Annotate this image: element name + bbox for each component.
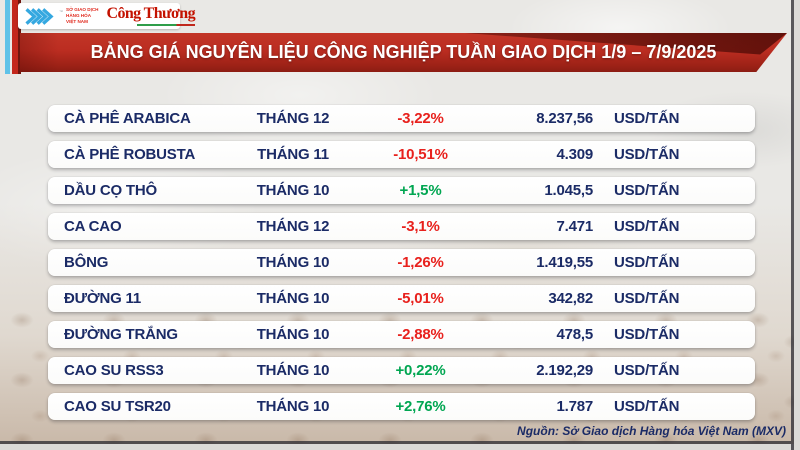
price-unit: USD/TẤN (614, 290, 680, 307)
table-row: CÀ PHÊ ROBUSTA THÁNG 11 -10,51% 4.309 US… (48, 141, 755, 168)
price-value: 1.787 (556, 398, 593, 415)
congthuong-tagline-bar (137, 23, 196, 26)
contract-month: THÁNG 10 (256, 290, 330, 307)
contract-month: THÁNG 10 (256, 254, 330, 271)
commodity-name: DẦU CỌ THÔ (64, 182, 157, 199)
commodity-name: CAO SU TSR20 (64, 398, 171, 415)
photo-edge-right-margin (794, 0, 800, 450)
price-unit: USD/TẤN (614, 146, 680, 163)
weekly-change: +1,5% (399, 182, 442, 199)
price-table: CÀ PHÊ ARABICA THÁNG 12 -3,22% 8.237,56 … (48, 105, 755, 429)
photo-edge-bottom-margin (0, 444, 794, 450)
commodity-name: CA CAO (64, 218, 122, 235)
weekly-change: +2,76% (395, 398, 446, 415)
title-banner: BẢNG GIÁ NGUYÊN LIỆU CÔNG NGHIỆP TUẦN GI… (20, 33, 787, 72)
mxv-org-name: SỞ GIAO DỊCH HÀNG HÓA VIỆT NAM (66, 7, 99, 24)
table-row: CA CAO THÁNG 12 -3,1% 7.471 USD/TẤN (48, 213, 755, 240)
weekly-change: -2,88% (397, 326, 444, 343)
photo-frame-right-line (791, 0, 794, 450)
page-title: BẢNG GIÁ NGUYÊN LIỆU CÔNG NGHIỆP TUẦN GI… (90, 41, 717, 62)
contract-month: THÁNG 10 (256, 398, 330, 415)
weekly-change: -1,26% (397, 254, 444, 271)
mxv-chevrons-icon (25, 7, 54, 25)
table-row: CAO SU TSR20 THÁNG 10 +2,76% 1.787 USD/T… (48, 393, 755, 420)
mxv-logo: ™ SỞ GIAO DỊCH HÀNG HÓA VIỆT NAM (24, 7, 99, 26)
logo-bar: ™ SỞ GIAO DỊCH HÀNG HÓA VIỆT NAM Công Th… (18, 3, 196, 29)
commodity-name: ĐƯỜNG TRẮNG (64, 326, 178, 343)
table-row: BÔNG THÁNG 10 -1,26% 1.419,55 USD/TẤN (48, 249, 755, 276)
contract-month: THÁNG 12 (256, 110, 330, 127)
price-value: 4.309 (556, 146, 593, 163)
price-unit: USD/TẤN (614, 254, 680, 271)
table-row: CAO SU RSS3 THÁNG 10 +0,22% 2.192,29 USD… (48, 357, 755, 384)
price-unit: USD/TẤN (614, 326, 680, 343)
table-row: CÀ PHÊ ARABICA THÁNG 12 -3,22% 8.237,56 … (48, 105, 755, 132)
price-value: 342,82 (548, 290, 593, 307)
weekly-change: -5,01% (397, 290, 444, 307)
commodity-name: ĐƯỜNG 11 (64, 290, 141, 307)
congthuong-logo: Công Thương (107, 6, 196, 26)
table-row: DẦU CỌ THÔ THÁNG 10 +1,5% 1.045,5 USD/TẤ… (48, 177, 755, 204)
price-value: 8.237,56 (536, 110, 593, 127)
source-note: Nguồn: Sở Giao dịch Hàng hóa Việt Nam (M… (517, 424, 786, 438)
contract-month: THÁNG 12 (256, 218, 330, 235)
contract-month: THÁNG 10 (256, 182, 330, 199)
weekly-change: -3,1% (401, 218, 440, 235)
accent-stripe-cyan (5, 0, 10, 74)
commodity-name: CÀ PHÊ ROBUSTA (64, 146, 196, 163)
weekly-change: +0,22% (395, 362, 446, 379)
price-value: 7.471 (556, 218, 593, 235)
price-unit: USD/TẤN (614, 110, 680, 127)
contract-month: THÁNG 11 (257, 146, 329, 163)
commodity-name: CÀ PHÊ ARABICA (64, 110, 191, 127)
contract-month: THÁNG 10 (256, 362, 330, 379)
table-row: ĐƯỜNG 11 THÁNG 10 -5,01% 342,82 USD/TẤN (48, 285, 755, 312)
commodity-name: BÔNG (64, 254, 109, 271)
trademark-symbol: ™ (59, 8, 63, 14)
price-unit: USD/TẤN (614, 182, 680, 199)
price-value: 2.192,29 (536, 362, 593, 379)
price-value: 1.045,5 (544, 182, 593, 199)
commodity-name: CAO SU RSS3 (64, 362, 164, 379)
table-row: ĐƯỜNG TRẮNG THÁNG 10 -2,88% 478,5 USD/TẤ… (48, 321, 755, 348)
price-unit: USD/TẤN (614, 398, 680, 415)
price-unit: USD/TẤN (614, 218, 680, 235)
photo-frame-bottom-line (0, 441, 791, 444)
congthuong-wordmark: Công Thương (106, 5, 196, 22)
price-value: 1.419,55 (536, 254, 593, 271)
contract-month: THÁNG 10 (256, 326, 330, 343)
weekly-change: -3,22% (397, 110, 444, 127)
price-unit: USD/TẤN (614, 362, 680, 379)
price-value: 478,5 (556, 326, 593, 343)
weekly-change: -10,51% (393, 146, 448, 163)
